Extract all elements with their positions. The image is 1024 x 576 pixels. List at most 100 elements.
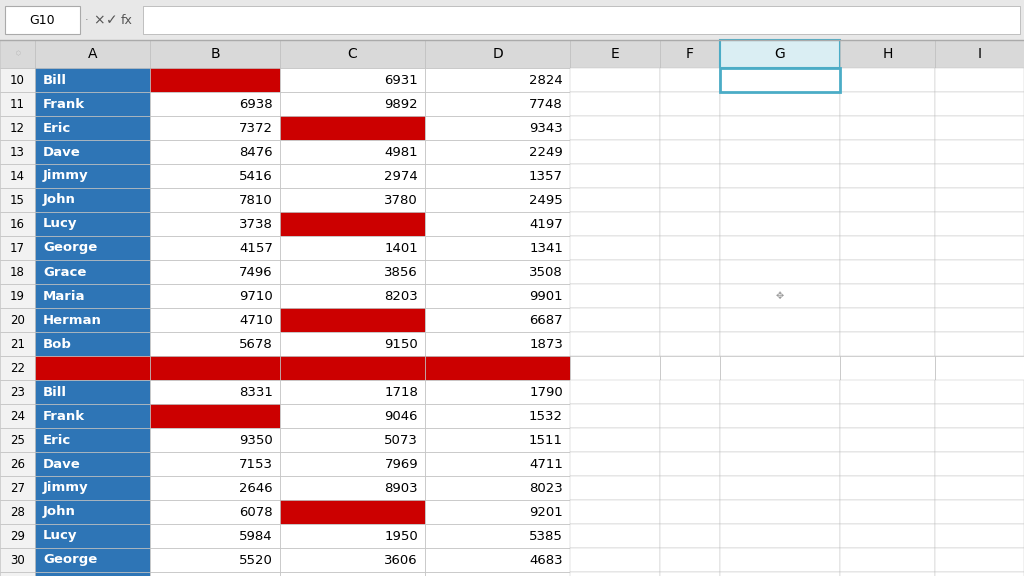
Text: 1950: 1950 (384, 529, 418, 543)
Bar (280, 548, 425, 572)
Bar (35, 476, 150, 500)
Bar (720, 92, 840, 116)
Bar (660, 260, 720, 284)
Bar (935, 572, 1024, 576)
Text: 8903: 8903 (384, 482, 418, 495)
Bar (425, 260, 570, 284)
Text: fx: fx (121, 13, 133, 26)
Text: 25: 25 (10, 434, 25, 446)
Text: 7496: 7496 (240, 266, 273, 279)
Text: I: I (978, 47, 981, 61)
Bar (935, 428, 1024, 452)
Bar (35, 548, 150, 572)
Bar (425, 236, 570, 260)
Bar (720, 68, 840, 92)
Bar (720, 40, 840, 68)
Bar (150, 500, 280, 524)
Bar (720, 140, 840, 164)
Text: Herman: Herman (43, 313, 101, 327)
Bar (935, 404, 1024, 428)
Bar (150, 524, 280, 548)
Text: Maria: Maria (43, 290, 85, 302)
Text: 4710: 4710 (240, 313, 273, 327)
Bar (0, 68, 35, 92)
Bar (150, 236, 280, 260)
Bar (840, 356, 935, 380)
Bar (150, 572, 280, 576)
Text: 3780: 3780 (384, 194, 418, 207)
Bar (570, 188, 660, 212)
Bar (570, 140, 660, 164)
Text: 4157: 4157 (240, 241, 273, 255)
Text: 4981: 4981 (384, 146, 418, 158)
Bar (840, 572, 935, 576)
Bar (35, 40, 150, 68)
Bar (720, 572, 840, 576)
Bar (35, 524, 150, 548)
Bar (150, 284, 280, 308)
Bar (425, 572, 570, 576)
Bar (840, 236, 935, 260)
Text: 1401: 1401 (384, 241, 418, 255)
Bar (150, 548, 280, 572)
Bar (150, 380, 280, 404)
Bar (35, 188, 150, 212)
Bar (935, 308, 1024, 332)
Bar (0, 0, 1024, 40)
Text: 5520: 5520 (240, 554, 273, 567)
Bar (0, 380, 35, 404)
Text: 8331: 8331 (240, 385, 273, 399)
Bar (720, 404, 840, 428)
Bar (280, 140, 425, 164)
Bar (0, 284, 35, 308)
Bar (720, 116, 840, 140)
Text: 9046: 9046 (384, 410, 418, 423)
Text: H: H (883, 47, 893, 61)
Bar (935, 356, 1024, 380)
Text: C: C (347, 47, 357, 61)
Bar (840, 260, 935, 284)
Bar (720, 500, 840, 524)
Bar (425, 500, 570, 524)
Bar (150, 116, 280, 140)
Text: 7810: 7810 (240, 194, 273, 207)
Text: 22: 22 (10, 362, 25, 374)
Bar (660, 140, 720, 164)
Bar (0, 524, 35, 548)
Bar (660, 524, 720, 548)
Bar (660, 308, 720, 332)
Bar (935, 476, 1024, 500)
Bar (425, 140, 570, 164)
Bar (935, 164, 1024, 188)
Bar (720, 428, 840, 452)
Bar (660, 428, 720, 452)
Text: 5073: 5073 (384, 434, 418, 446)
Bar (660, 68, 720, 92)
Bar (840, 428, 935, 452)
Text: 6938: 6938 (240, 97, 273, 111)
Bar (280, 452, 425, 476)
Bar (35, 164, 150, 188)
Bar (935, 92, 1024, 116)
Bar (0, 332, 35, 356)
Text: 27: 27 (10, 482, 25, 495)
Bar (280, 40, 425, 68)
Bar (935, 548, 1024, 572)
Text: 3508: 3508 (529, 266, 563, 279)
Bar (150, 404, 280, 428)
Bar (720, 212, 840, 236)
Text: 4711: 4711 (529, 457, 563, 471)
Bar (150, 308, 280, 332)
Bar (570, 476, 660, 500)
Bar (0, 236, 35, 260)
Bar (935, 332, 1024, 356)
Text: Lucy: Lucy (43, 218, 78, 230)
Bar (35, 140, 150, 164)
Text: 9892: 9892 (384, 97, 418, 111)
Text: 1341: 1341 (529, 241, 563, 255)
Bar (150, 92, 280, 116)
Text: John: John (43, 194, 76, 207)
Text: 19: 19 (10, 290, 25, 302)
Bar (425, 164, 570, 188)
Text: 7372: 7372 (239, 122, 273, 135)
